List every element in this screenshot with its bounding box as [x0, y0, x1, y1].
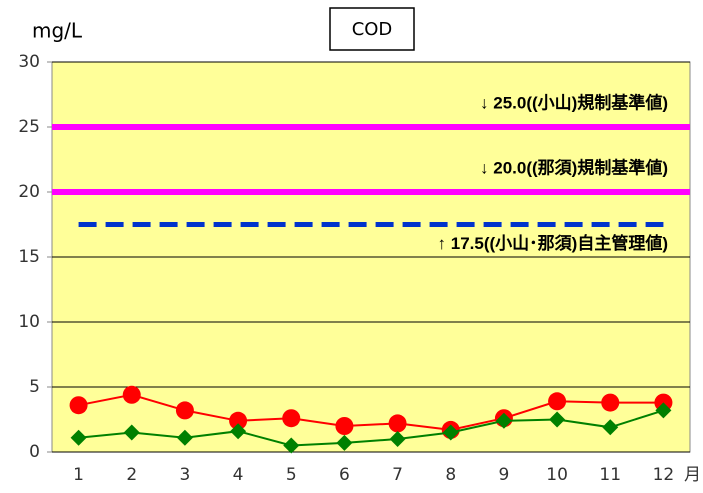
marker — [548, 392, 567, 411]
reference-label: ↑ 17.5((小山･那須)自主管理値) — [438, 233, 668, 253]
marker — [230, 423, 247, 440]
x-tick-label: 4 — [233, 465, 244, 485]
x-tick-label: 11 — [599, 465, 621, 485]
x-tick-label: 6 — [339, 465, 350, 485]
x-tick-label: 12 — [653, 465, 675, 485]
marker — [389, 431, 406, 447]
x-tick-label: 5 — [286, 465, 297, 485]
reference-label: ↓ 25.0((小山)規制基準値) — [480, 92, 668, 112]
x-tick-label: 3 — [180, 465, 191, 485]
marker — [176, 429, 193, 446]
y-tick-label: 30 — [18, 52, 40, 72]
marker — [549, 411, 566, 428]
marker — [282, 409, 301, 428]
marker — [123, 424, 140, 441]
marker — [655, 402, 672, 419]
marker — [70, 429, 87, 446]
y-tick-label: 25 — [18, 117, 40, 137]
marker — [69, 396, 88, 415]
marker — [335, 417, 354, 435]
marker — [229, 411, 248, 430]
x-unit: 月 — [684, 465, 701, 485]
y-tick-label: 20 — [18, 182, 40, 202]
marker — [495, 412, 512, 429]
x-tick-label: 9 — [499, 465, 510, 485]
marker — [601, 393, 620, 412]
marker — [602, 419, 619, 436]
title-box — [329, 7, 415, 51]
marker — [122, 385, 141, 404]
y-tick-label: 10 — [18, 312, 40, 332]
y-tick-label: 15 — [18, 247, 40, 267]
series-line — [78, 409, 664, 447]
marker — [336, 434, 353, 451]
marker — [175, 401, 194, 420]
x-tick-label: 1 — [73, 465, 84, 485]
y-tick-label: 0 — [29, 442, 40, 462]
marker — [388, 414, 407, 433]
marker — [442, 424, 459, 441]
x-tick-label: 8 — [445, 465, 456, 485]
reference-label: ↓ 20.0((那須)規制基準値) — [480, 157, 668, 177]
y-tick-label: 5 — [29, 377, 40, 397]
chart-title: COD — [352, 19, 393, 40]
y-axis-label: mg/L — [32, 19, 83, 43]
marker — [283, 437, 300, 454]
x-tick-label: 10 — [546, 465, 568, 485]
x-tick-label: 2 — [126, 465, 137, 485]
x-tick-label: 7 — [392, 465, 403, 485]
